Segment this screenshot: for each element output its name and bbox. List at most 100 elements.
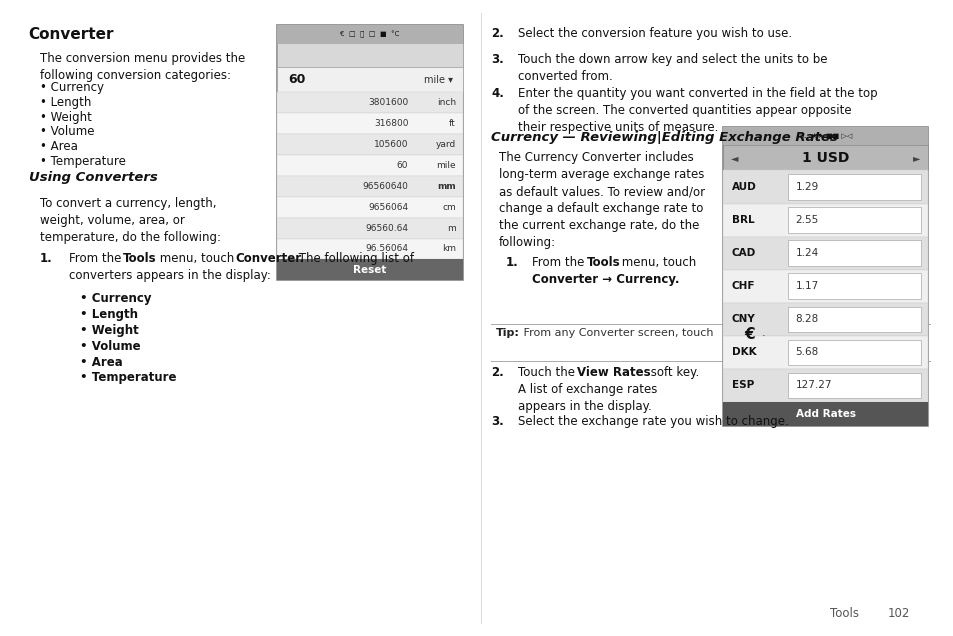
Text: CNY: CNY bbox=[731, 314, 755, 324]
Text: 96560.64: 96560.64 bbox=[365, 223, 408, 233]
Text: Add Rates: Add Rates bbox=[795, 409, 855, 419]
Text: 1.17: 1.17 bbox=[795, 281, 818, 291]
Text: 1.: 1. bbox=[505, 256, 517, 268]
Text: From the: From the bbox=[532, 256, 588, 268]
FancyBboxPatch shape bbox=[722, 237, 927, 270]
FancyBboxPatch shape bbox=[276, 218, 462, 238]
FancyBboxPatch shape bbox=[787, 307, 920, 332]
Text: mile: mile bbox=[436, 160, 456, 170]
Text: Touch the: Touch the bbox=[517, 366, 578, 378]
Text: 2.55: 2.55 bbox=[795, 215, 818, 225]
FancyBboxPatch shape bbox=[722, 270, 927, 303]
Text: ESP: ESP bbox=[731, 380, 753, 391]
Text: m: m bbox=[447, 223, 456, 233]
Text: • Currency: • Currency bbox=[80, 292, 152, 305]
Text: 60: 60 bbox=[396, 160, 408, 170]
FancyBboxPatch shape bbox=[787, 373, 920, 398]
Text: Tools: Tools bbox=[123, 252, 156, 265]
Text: CAD: CAD bbox=[731, 248, 755, 258]
Text: 2.: 2. bbox=[491, 27, 503, 40]
Text: DKK: DKK bbox=[731, 347, 756, 357]
Text: 8.28: 8.28 bbox=[795, 314, 818, 324]
Text: yard: yard bbox=[436, 139, 456, 149]
Text: 1.24: 1.24 bbox=[795, 248, 818, 258]
Text: Converter → Currency.: Converter → Currency. bbox=[532, 273, 679, 286]
Text: converters appears in the display:: converters appears in the display: bbox=[69, 269, 271, 282]
Text: 1 USD: 1 USD bbox=[801, 151, 848, 165]
Text: 2.: 2. bbox=[491, 366, 503, 378]
Text: 96.56064: 96.56064 bbox=[365, 244, 408, 254]
FancyBboxPatch shape bbox=[722, 127, 927, 426]
Text: Converter.: Converter. bbox=[235, 252, 304, 265]
Text: • Weight: • Weight bbox=[80, 324, 139, 336]
Text: Currency — Reviewing|Editing Exchange Rates: Currency — Reviewing|Editing Exchange Ra… bbox=[491, 131, 838, 144]
Text: 102: 102 bbox=[886, 607, 908, 620]
FancyBboxPatch shape bbox=[722, 303, 927, 336]
Text: menu, touch: menu, touch bbox=[155, 252, 237, 265]
FancyBboxPatch shape bbox=[276, 259, 462, 280]
Text: The Currency Converter includes
long-term average exchange rates
as default valu: The Currency Converter includes long-ter… bbox=[498, 151, 704, 249]
Text: soft key.: soft key. bbox=[646, 366, 699, 378]
FancyBboxPatch shape bbox=[276, 67, 462, 92]
Text: mm: mm bbox=[436, 181, 456, 191]
Text: • Weight: • Weight bbox=[40, 111, 91, 123]
Text: The following list of: The following list of bbox=[294, 252, 414, 265]
FancyBboxPatch shape bbox=[787, 273, 920, 299]
FancyBboxPatch shape bbox=[722, 170, 927, 204]
FancyBboxPatch shape bbox=[787, 340, 920, 365]
Text: 96560640: 96560640 bbox=[362, 181, 408, 191]
FancyBboxPatch shape bbox=[276, 155, 462, 176]
Text: Using Converters: Using Converters bbox=[29, 171, 157, 184]
Text: km: km bbox=[441, 244, 456, 254]
Text: Tools: Tools bbox=[829, 607, 858, 620]
Text: Touch the down arrow key and select the units to be
converted from.: Touch the down arrow key and select the … bbox=[517, 53, 826, 83]
Text: • Area: • Area bbox=[40, 140, 78, 153]
Text: Converter: Converter bbox=[29, 27, 114, 43]
Text: • Volume: • Volume bbox=[40, 125, 94, 138]
FancyBboxPatch shape bbox=[722, 127, 927, 145]
Text: Select the exchange rate you wish to change.: Select the exchange rate you wish to cha… bbox=[517, 415, 788, 427]
Text: 127.27: 127.27 bbox=[795, 380, 831, 391]
FancyBboxPatch shape bbox=[276, 134, 462, 155]
FancyBboxPatch shape bbox=[722, 369, 927, 402]
Text: • Temperature: • Temperature bbox=[40, 155, 126, 167]
Text: R.. ★★ ■■ ▷◁: R.. ★★ ■■ ▷◁ bbox=[799, 133, 851, 139]
Text: 105600: 105600 bbox=[374, 139, 408, 149]
FancyBboxPatch shape bbox=[276, 43, 462, 67]
Text: 60: 60 bbox=[288, 73, 305, 86]
Text: A list of exchange rates
appears in the display.: A list of exchange rates appears in the … bbox=[517, 383, 657, 413]
Text: CHF: CHF bbox=[731, 281, 755, 291]
FancyBboxPatch shape bbox=[276, 113, 462, 134]
Text: ►: ► bbox=[912, 153, 920, 163]
Text: menu, touch: menu, touch bbox=[618, 256, 696, 268]
Text: • Length: • Length bbox=[80, 308, 138, 321]
Text: 1.29: 1.29 bbox=[795, 182, 818, 192]
Text: 9656064: 9656064 bbox=[368, 202, 408, 212]
Text: Reset: Reset bbox=[353, 265, 386, 275]
Text: inch: inch bbox=[436, 97, 456, 107]
Text: Tools: Tools bbox=[586, 256, 619, 268]
Text: ft: ft bbox=[449, 118, 456, 128]
FancyBboxPatch shape bbox=[276, 25, 462, 43]
FancyBboxPatch shape bbox=[276, 197, 462, 218]
Text: mile ▾: mile ▾ bbox=[424, 74, 453, 85]
Text: €: € bbox=[743, 327, 754, 342]
Text: View Rates: View Rates bbox=[577, 366, 650, 378]
Text: 1.: 1. bbox=[40, 252, 52, 265]
FancyBboxPatch shape bbox=[722, 402, 927, 426]
FancyBboxPatch shape bbox=[276, 25, 462, 280]
Text: • Currency: • Currency bbox=[40, 81, 104, 94]
Text: 316800: 316800 bbox=[374, 118, 408, 128]
Text: • Temperature: • Temperature bbox=[80, 371, 176, 384]
Text: ◄: ◄ bbox=[730, 153, 738, 163]
Text: €  □  📷  □  ■  °C: € □ 📷 □ ■ °C bbox=[339, 31, 399, 38]
FancyBboxPatch shape bbox=[276, 92, 462, 113]
FancyBboxPatch shape bbox=[276, 238, 462, 259]
Text: .: . bbox=[760, 328, 764, 338]
Text: AUD: AUD bbox=[731, 182, 756, 192]
Text: From any Converter screen, touch: From any Converter screen, touch bbox=[519, 328, 716, 338]
Text: 4.: 4. bbox=[491, 87, 503, 100]
Text: 5.68: 5.68 bbox=[795, 347, 818, 357]
Text: • Volume: • Volume bbox=[80, 340, 141, 352]
Text: The conversion menu provides the
following conversion categories:: The conversion menu provides the followi… bbox=[40, 52, 245, 82]
